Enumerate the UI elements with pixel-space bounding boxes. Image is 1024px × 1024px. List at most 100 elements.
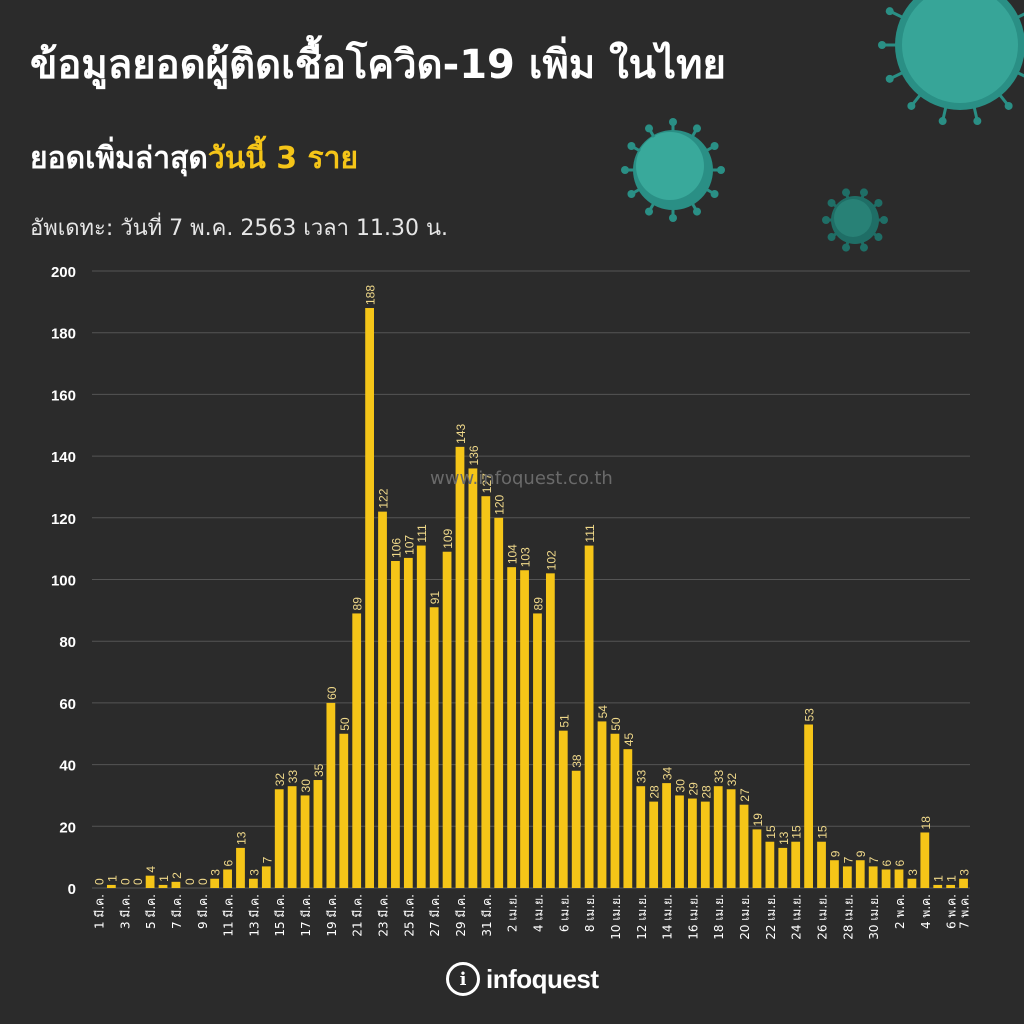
data-label: 19	[751, 813, 765, 827]
bar	[830, 860, 839, 888]
x-tick-label: 9 มี.ค.	[196, 894, 210, 929]
bar	[649, 801, 659, 888]
y-tick-label: 140	[51, 449, 76, 466]
virus-spike-tip	[973, 117, 982, 126]
data-label: 106	[389, 538, 403, 558]
subtitle-highlight: วันนี้ 3 ราย	[207, 141, 359, 176]
x-tick-label: 19 มี.ค.	[325, 894, 339, 937]
bar	[597, 721, 607, 888]
data-label: 143	[454, 423, 468, 443]
bar	[468, 468, 478, 888]
data-label: 38	[570, 754, 584, 768]
bar	[545, 573, 555, 888]
virus-spike-tip	[669, 214, 677, 222]
logo-mark: i	[446, 962, 480, 996]
data-label: 60	[325, 686, 339, 700]
data-label: 4	[144, 866, 158, 873]
x-tick-label: 7 พ.ค.	[958, 894, 972, 929]
data-label: 6	[893, 859, 907, 866]
data-label: 50	[338, 717, 352, 731]
data-label: 1	[932, 875, 946, 882]
data-label: 0	[118, 878, 132, 885]
bar	[429, 607, 439, 888]
bar	[842, 866, 852, 888]
data-label: 104	[506, 544, 520, 564]
x-tick-label: 30 เม.ย.	[867, 894, 881, 940]
bar	[416, 545, 426, 888]
data-label: 45	[622, 733, 636, 747]
bar	[145, 875, 155, 888]
x-tick-label: 6 เม.ย.	[557, 894, 571, 932]
data-label: 51	[557, 714, 571, 728]
x-tick-label: 4 เม.ย.	[531, 894, 545, 932]
data-label: 0	[131, 878, 145, 885]
data-label: 6	[880, 859, 894, 866]
data-label: 9	[828, 850, 842, 857]
x-tick-label: 20 เม.ย.	[738, 894, 752, 940]
virus-spike-tip	[627, 190, 636, 198]
y-tick-label: 80	[59, 634, 76, 651]
bar	[636, 786, 646, 888]
data-label: 15	[790, 825, 804, 839]
data-label: 33	[286, 770, 300, 784]
data-label: 3	[906, 869, 920, 876]
data-label: 15	[816, 825, 830, 839]
bar	[558, 730, 568, 888]
data-label: 28	[699, 785, 713, 799]
bar	[933, 884, 943, 888]
bar	[713, 786, 723, 888]
bar	[455, 446, 465, 888]
data-label: 35	[312, 763, 326, 777]
bar	[365, 308, 374, 888]
virus-spike-tip	[907, 101, 916, 110]
y-tick-label: 100	[51, 573, 76, 590]
data-label: 3	[209, 869, 223, 876]
data-label: 7	[867, 856, 881, 863]
bar	[236, 847, 245, 888]
bar	[442, 551, 452, 888]
bar	[481, 496, 491, 888]
x-tick-label: 6 พ.ค.	[945, 894, 959, 929]
virus-spike-tip	[669, 118, 677, 126]
virus-spike-tip	[938, 117, 947, 126]
data-label: 7	[841, 856, 855, 863]
infoquest-logo: i infoquest	[446, 962, 599, 996]
bar	[313, 780, 323, 888]
data-label: 1	[945, 875, 959, 882]
virus-spike-tip	[880, 216, 888, 224]
bar	[158, 884, 168, 888]
x-tick-label: 13 มี.ค.	[247, 894, 261, 937]
data-label: 33	[635, 770, 649, 784]
data-label: 2	[170, 872, 184, 879]
bar	[584, 545, 594, 888]
virus-spike-tip	[645, 207, 653, 216]
data-label: 109	[441, 528, 455, 548]
virus-spike-tip	[710, 142, 719, 150]
bar	[610, 733, 620, 888]
virus-spike-tip	[693, 124, 701, 133]
data-label: 107	[402, 535, 416, 555]
x-tick-label: 12 เม.ย.	[635, 894, 649, 940]
x-tick-label: 17 มี.ค.	[299, 894, 313, 937]
data-label: 89	[531, 597, 545, 611]
bar	[726, 789, 736, 888]
data-label: 50	[609, 717, 623, 731]
data-label: 0	[196, 878, 210, 885]
bar-chart: 0204060801001201401601802000100412003613…	[51, 264, 972, 940]
data-label: 34	[661, 766, 675, 780]
subtitle-prefix: ยอดเพิ่มล่าสุด	[30, 141, 208, 176]
virus-spike-tip	[822, 216, 830, 224]
x-tick-label: 5 มี.ค.	[144, 894, 158, 929]
bar	[894, 869, 904, 888]
bar	[106, 884, 116, 888]
virus-spike-tip	[874, 233, 883, 242]
virus-spike-tip	[859, 188, 868, 197]
data-label: 102	[544, 550, 558, 570]
data-label: 136	[467, 445, 481, 465]
y-tick-label: 120	[51, 511, 76, 528]
data-label: 30	[299, 779, 313, 793]
data-label: 188	[364, 285, 378, 305]
x-tick-label: 11 มี.ค.	[222, 894, 236, 937]
bar	[907, 878, 917, 888]
data-label: 29	[686, 782, 700, 796]
